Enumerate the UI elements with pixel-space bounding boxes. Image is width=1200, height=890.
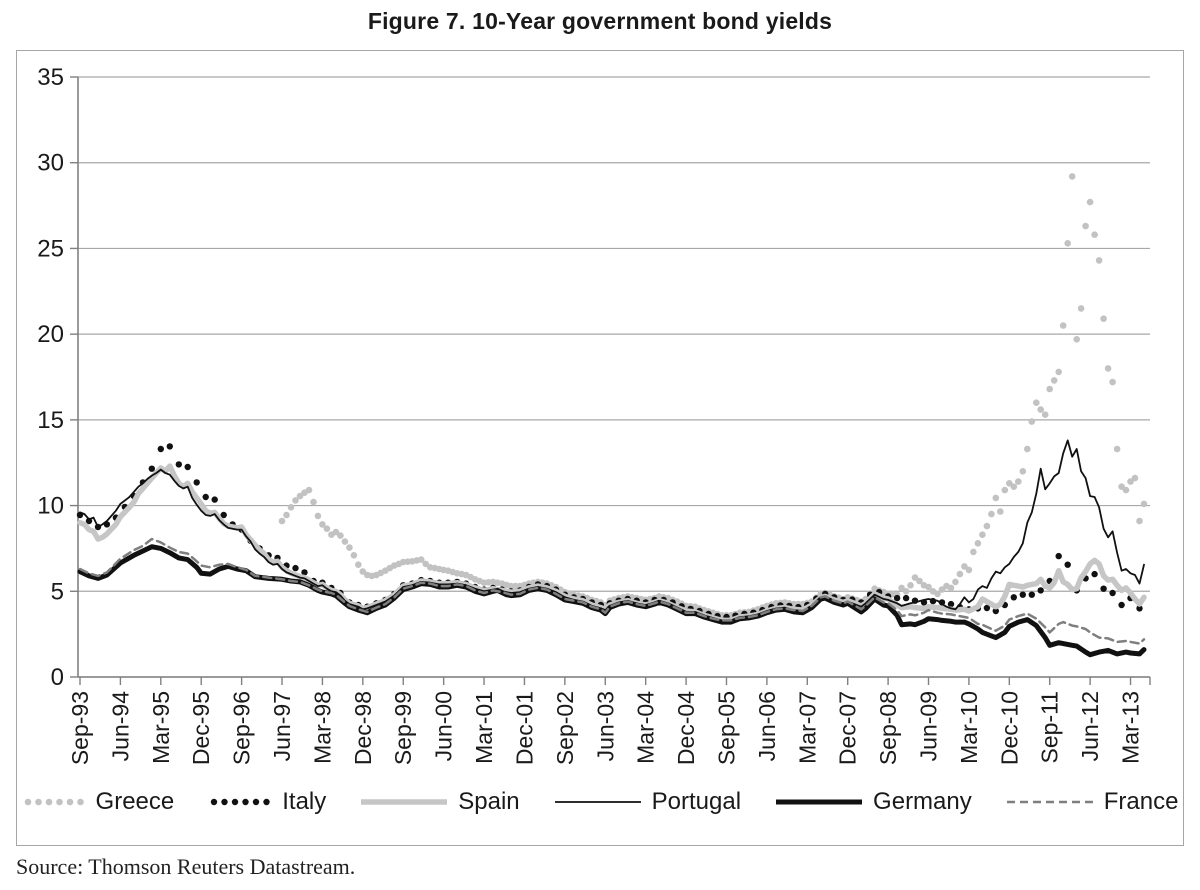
- x-tick-label: Dec-07: [835, 691, 861, 765]
- legend-marker-solid-icon: [776, 799, 863, 805]
- x-tick-label: Jun-06: [754, 691, 780, 761]
- legend-marker-dotted-icon: [211, 798, 270, 806]
- x-tick-label: Jun-00: [431, 691, 457, 761]
- chart-legend: Greece Italy Spain Portugal Germany France: [16, 788, 1184, 816]
- legend-label: Spain: [458, 788, 520, 815]
- x-tick-label: Sep-02: [552, 691, 578, 765]
- y-tick-label: 5: [51, 578, 64, 605]
- x-tick-label: Mar-10: [956, 691, 982, 764]
- y-tick-label: 20: [37, 321, 64, 348]
- x-tick-label: Jun-12: [1077, 691, 1103, 761]
- x-tick-label: Mar-95: [148, 691, 174, 764]
- legend-label: Germany: [873, 788, 972, 815]
- chart-frame: [16, 50, 1184, 846]
- x-tick-label: Dec-01: [511, 691, 537, 765]
- legend-marker-solid-icon: [554, 801, 641, 803]
- y-tick-label: 10: [37, 493, 64, 520]
- x-tick-label: Sep-96: [229, 691, 255, 765]
- y-tick-label: 30: [37, 150, 64, 177]
- x-tick-label: Dec-10: [996, 691, 1022, 765]
- legend-item-greece: Greece: [22, 788, 175, 816]
- figure-title: Figure 7. 10-Year government bond yields: [367, 8, 833, 34]
- legend-marker-dotted-icon: [24, 798, 84, 806]
- x-tick-label: Mar-04: [633, 691, 659, 764]
- source-note: Source: Thomson Reuters Datastream.: [16, 854, 356, 879]
- x-tick-label: Mar-01: [471, 691, 497, 764]
- legend-label: France: [1103, 788, 1179, 815]
- x-tick-label: Jun-03: [592, 691, 618, 761]
- x-tick-label: Sep-05: [713, 691, 739, 765]
- x-tick-label: Jun-97: [269, 691, 295, 761]
- legend-item-france: France: [1006, 788, 1179, 816]
- legend-label: Italy: [282, 788, 327, 815]
- series-greece: [278, 173, 1148, 619]
- y-tick-label: 25: [37, 235, 64, 262]
- x-tick-label: Jun-09: [916, 691, 942, 761]
- x-tick-label: Mar-07: [794, 691, 820, 764]
- legend-item-italy: Italy: [208, 788, 326, 816]
- x-tick-label: Sep-08: [875, 691, 901, 765]
- x-tick-label: Sep-11: [1037, 691, 1063, 763]
- x-tick-label: Mar-13: [1118, 691, 1144, 764]
- x-tick-label: Dec-98: [350, 691, 376, 765]
- y-tick-label: 15: [37, 407, 64, 434]
- legend-item-germany: Germany: [775, 788, 972, 816]
- legend-marker-solid-icon: [361, 799, 448, 805]
- x-tick-label: Mar-98: [309, 691, 335, 764]
- x-tick-label: Jun-94: [107, 691, 133, 762]
- x-tick-label: Sep-99: [390, 691, 416, 765]
- legend-label: Greece: [95, 788, 175, 815]
- x-tick-label: Sep-93: [67, 691, 93, 765]
- y-tick-label: 0: [51, 664, 64, 691]
- legend-marker-dashed-icon: [1006, 800, 1093, 804]
- series-france: [78, 537, 1146, 645]
- legend-item-spain: Spain: [360, 788, 520, 816]
- legend-label: Portugal: [651, 788, 742, 815]
- x-tick-label: Dec-95: [188, 691, 214, 765]
- x-tick-label: Dec-04: [673, 691, 699, 765]
- legend-item-portugal: Portugal: [554, 788, 741, 816]
- y-tick-label: 35: [37, 64, 64, 91]
